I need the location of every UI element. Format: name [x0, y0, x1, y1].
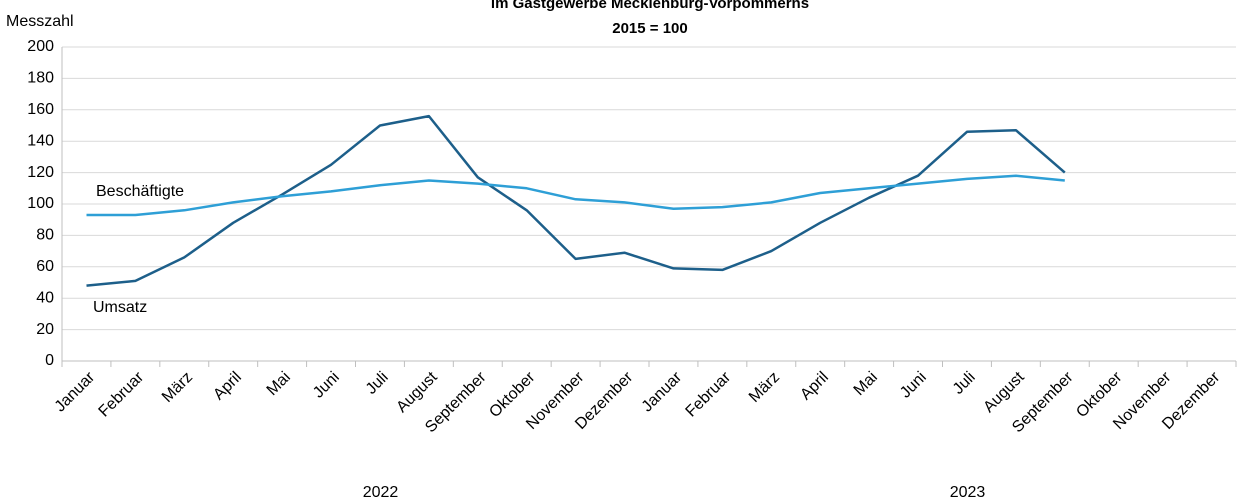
y-tick-label: 160 [27, 101, 54, 118]
x-tick-label: Februar [96, 368, 148, 420]
x-tick-label: Juli [950, 369, 979, 398]
x-tick-label: April [210, 369, 245, 404]
series-label: Beschäftigte [96, 183, 184, 200]
x-tick-label: August [393, 368, 441, 416]
y-tick-label: 140 [27, 132, 54, 149]
y-tick-label: 100 [27, 195, 54, 212]
x-tick-label: Mai [851, 369, 881, 399]
chart-title: im Gastgewerbe Mecklenburg-Vorpommerns [491, 0, 809, 12]
year-label: 2023 [950, 484, 986, 501]
x-tick-label: Februar [683, 368, 735, 420]
y-tick-label: 40 [36, 289, 54, 306]
y-axis-label: Messzahl [6, 13, 74, 30]
y-tick-label: 0 [45, 352, 54, 369]
y-tick-label: 180 [27, 70, 54, 87]
x-tick-label: Juni [310, 369, 343, 402]
chart-subtitle: 2015 = 100 [612, 20, 688, 37]
x-tick-label: August [980, 368, 1028, 416]
line-series [86, 114, 1066, 287]
x-tick-label: April [797, 369, 832, 404]
x-tick-label: Juli [363, 369, 392, 398]
y-tick-label: 60 [36, 258, 54, 275]
y-tick-label: 80 [36, 227, 54, 244]
line-series [86, 174, 1065, 217]
series-label: Umsatz [93, 299, 147, 316]
x-tick-label: Januar [52, 368, 99, 415]
x-tick-label: Juni [897, 369, 930, 402]
x-tick-label: März [159, 369, 196, 406]
x-tick-label: Mai [264, 369, 294, 399]
year-label: 2022 [363, 484, 399, 501]
x-tick-label: Januar [639, 368, 686, 415]
x-tick-label: März [746, 369, 783, 406]
y-tick-label: 120 [27, 164, 54, 181]
y-tick-label: 200 [27, 38, 54, 55]
y-tick-label: 20 [36, 321, 54, 338]
